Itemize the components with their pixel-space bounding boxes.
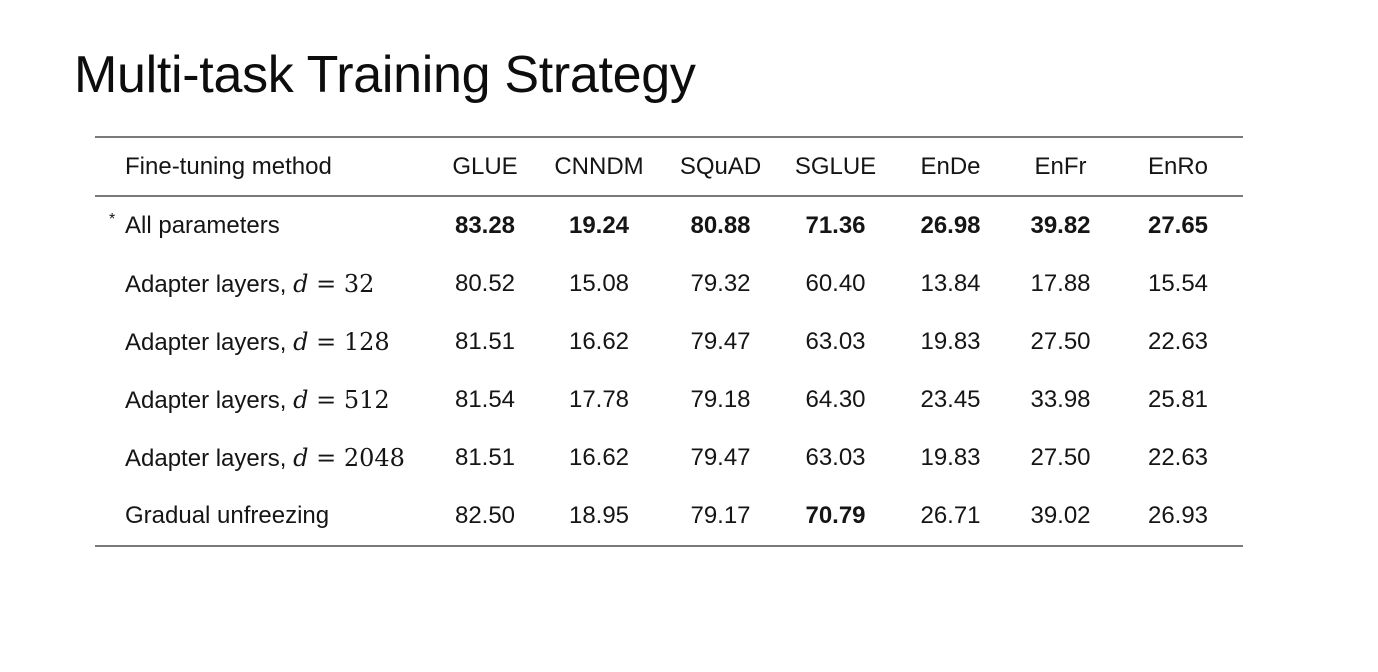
sglue-score: 63.03 <box>805 328 866 355</box>
method-cell: * All parameters <box>95 196 435 255</box>
column-header-enro: EnRo <box>1147 152 1209 180</box>
cnndm-score: 15.08 <box>568 270 630 297</box>
method-label: Adapter layers, <box>125 270 294 298</box>
method-label: Adapter layers, <box>125 444 294 472</box>
squad-score: 79.18 <box>690 386 751 413</box>
method-cell: Adapter layers, d = 512 <box>95 371 435 429</box>
squad-score: 80.88 <box>690 212 751 239</box>
ende-score: 19.83 <box>920 328 981 355</box>
method-cell: Adapter layers, d = 128 <box>95 313 435 371</box>
cnndm-score: 16.62 <box>568 444 630 471</box>
glue-score: 80.52 <box>454 270 516 297</box>
method-label: All parameters <box>125 212 280 239</box>
cnndm-score: 17.78 <box>568 386 630 413</box>
math-value: 128 <box>343 327 390 356</box>
method-cell: Gradual unfreezing <box>95 487 435 546</box>
method-label: Adapter layers, <box>125 328 294 356</box>
sglue-score: 64.30 <box>805 386 866 413</box>
enro-score: 26.93 <box>1147 502 1209 529</box>
math-equals: = <box>308 269 344 298</box>
column-header-ende: EnDe <box>920 152 981 180</box>
table-row: Adapter layers, d = 2048 81.51 16.62 79.… <box>95 429 1243 487</box>
math-variable: d <box>293 443 309 472</box>
table-row: Gradual unfreezing 82.50 18.95 79.17 70.… <box>95 487 1243 546</box>
ende-score: 26.98 <box>920 212 981 239</box>
glue-score: 81.51 <box>454 444 516 471</box>
sglue-score: 63.03 <box>805 444 866 471</box>
table-row: * All parameters 83.28 19.24 80.88 71.36 … <box>95 196 1243 255</box>
slide-title: Multi-task Training Strategy <box>74 46 696 104</box>
column-header-method: Fine-tuning method <box>125 152 332 180</box>
enro-score: 27.65 <box>1147 212 1209 239</box>
column-header-glue: GLUE <box>452 152 518 180</box>
cnndm-score: 19.24 <box>568 212 630 239</box>
results-table-container: Fine-tuning method GLUE CNNDM SQuAD SGLU… <box>95 136 1243 547</box>
table-row: Adapter layers, d = 512 81.54 17.78 79.1… <box>95 371 1243 429</box>
math-equals: = <box>308 385 344 414</box>
method-cell: Adapter layers, d = 32 <box>95 255 435 313</box>
glue-score: 82.50 <box>454 502 516 529</box>
method-cell: Adapter layers, d = 2048 <box>95 429 435 487</box>
enro-score: 25.81 <box>1147 386 1209 413</box>
math-expression: d = 512 <box>293 386 390 414</box>
enfr-score: 39.82 <box>1030 212 1091 239</box>
enro-score: 22.63 <box>1147 444 1209 471</box>
enfr-score: 39.02 <box>1030 502 1091 529</box>
enfr-score: 27.50 <box>1030 328 1091 355</box>
squad-score: 79.32 <box>690 270 751 297</box>
column-header-squad: SQuAD <box>679 152 762 180</box>
column-header-sglue: SGLUE <box>794 152 877 180</box>
math-value: 512 <box>343 385 390 414</box>
math-expression: d = 128 <box>293 328 390 356</box>
results-table: Fine-tuning method GLUE CNNDM SQuAD SGLU… <box>95 136 1243 547</box>
glue-score: 81.51 <box>454 328 516 355</box>
glue-score: 83.28 <box>454 212 516 239</box>
enro-score: 22.63 <box>1147 328 1209 355</box>
squad-score: 79.17 <box>690 502 751 529</box>
enfr-score: 17.88 <box>1030 270 1091 297</box>
column-header-cnndm: CNNDM <box>554 152 644 180</box>
math-expression: d = 2048 <box>293 444 405 472</box>
column-header-enfr: EnFr <box>1034 152 1087 180</box>
method-label: Adapter layers, <box>125 386 294 414</box>
math-equals: = <box>308 327 344 356</box>
math-value: 32 <box>343 269 375 298</box>
cnndm-score: 18.95 <box>568 502 630 529</box>
sglue-score: 71.36 <box>805 212 866 239</box>
ende-score: 26.71 <box>920 502 981 529</box>
method-label: Gradual unfreezing <box>125 502 330 529</box>
squad-score: 79.47 <box>690 328 751 355</box>
row-marker: * <box>109 211 116 228</box>
glue-score: 81.54 <box>454 386 516 413</box>
math-equals: = <box>308 443 344 472</box>
ende-score: 19.83 <box>920 444 981 471</box>
math-variable: d <box>293 385 309 414</box>
table-row: Adapter layers, d = 128 81.51 16.62 79.4… <box>95 313 1243 371</box>
enfr-score: 27.50 <box>1030 444 1091 471</box>
enfr-score: 33.98 <box>1030 386 1091 413</box>
math-value: 2048 <box>343 443 405 472</box>
ende-score: 23.45 <box>920 386 981 413</box>
table-header-row: Fine-tuning method GLUE CNNDM SQuAD SGLU… <box>95 137 1243 196</box>
sglue-score: 60.40 <box>805 270 866 297</box>
math-expression: d = 32 <box>293 270 374 298</box>
squad-score: 79.47 <box>690 444 751 471</box>
math-variable: d <box>293 327 309 356</box>
enro-score: 15.54 <box>1147 270 1209 297</box>
math-variable: d <box>293 269 309 298</box>
sglue-score: 70.79 <box>805 502 866 529</box>
cnndm-score: 16.62 <box>568 328 630 355</box>
table-row: Adapter layers, d = 32 80.52 15.08 79.32… <box>95 255 1243 313</box>
ende-score: 13.84 <box>920 270 981 297</box>
